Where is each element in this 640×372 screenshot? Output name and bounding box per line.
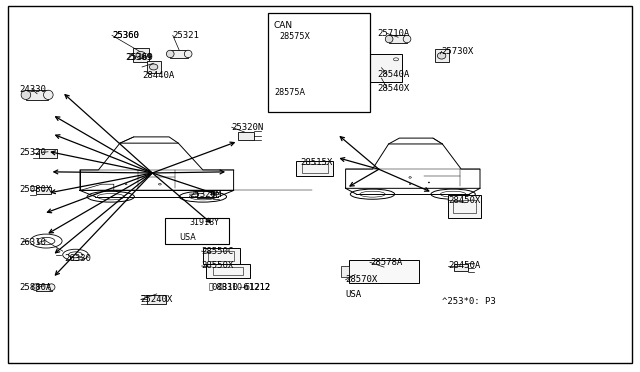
Bar	[349, 260, 419, 283]
Ellipse shape	[48, 284, 55, 291]
Bar	[239, 132, 255, 140]
Text: 25710A: 25710A	[378, 29, 410, 38]
Bar	[454, 264, 468, 271]
Bar	[361, 54, 403, 81]
Text: 28550C: 28550C	[202, 247, 234, 256]
Text: 25320N: 25320N	[232, 123, 264, 132]
Text: USA: USA	[346, 290, 362, 299]
Bar	[26, 90, 49, 99]
Ellipse shape	[166, 50, 174, 58]
Text: 28450A: 28450A	[448, 262, 480, 270]
Text: 28540X: 28540X	[378, 84, 410, 93]
Bar	[206, 264, 250, 278]
Bar	[147, 295, 166, 304]
Text: 08310-61212: 08310-61212	[211, 283, 270, 292]
Ellipse shape	[184, 50, 192, 58]
Text: 28575X: 28575X	[279, 32, 310, 41]
Text: 25369: 25369	[125, 53, 152, 62]
Bar	[36, 284, 52, 291]
Bar	[453, 199, 476, 214]
Text: 25320: 25320	[19, 148, 46, 157]
Text: 25730X: 25730X	[442, 47, 474, 56]
Bar	[165, 218, 229, 244]
Bar	[39, 149, 57, 158]
Bar	[147, 61, 161, 73]
Bar	[351, 58, 361, 77]
Text: 25880A: 25880A	[19, 283, 51, 292]
Ellipse shape	[136, 51, 146, 58]
Bar	[302, 164, 328, 173]
Text: 25240X: 25240X	[141, 295, 173, 304]
Text: 25369: 25369	[126, 53, 153, 62]
Bar	[341, 266, 349, 277]
Text: 28570X: 28570X	[346, 275, 378, 284]
Bar	[316, 41, 340, 56]
Text: ^253*0: P3: ^253*0: P3	[442, 297, 495, 306]
Bar	[435, 49, 449, 62]
Bar	[172, 225, 184, 231]
Text: 25080X: 25080X	[19, 185, 51, 194]
Ellipse shape	[44, 90, 53, 99]
Text: 26310: 26310	[19, 238, 46, 247]
Text: 08310-61212: 08310-61212	[218, 283, 271, 292]
Bar	[170, 50, 188, 58]
Ellipse shape	[385, 35, 393, 43]
Ellipse shape	[437, 52, 446, 59]
Text: 28440A: 28440A	[142, 71, 174, 80]
Bar	[36, 186, 51, 194]
Text: 25321: 25321	[173, 31, 200, 40]
Text: 28575A: 28575A	[274, 88, 305, 97]
Text: 28450X: 28450X	[448, 196, 480, 205]
Text: 28550X: 28550X	[202, 262, 234, 270]
Text: 28540A: 28540A	[378, 70, 410, 79]
Text: Ⓢ: Ⓢ	[209, 283, 213, 292]
Bar	[311, 32, 346, 60]
Bar	[296, 161, 333, 176]
Text: 25360: 25360	[112, 31, 139, 40]
Text: USA: USA	[179, 233, 196, 242]
Text: 31918Y: 31918Y	[189, 218, 220, 227]
Bar	[209, 251, 234, 261]
Text: 28578A: 28578A	[370, 258, 402, 267]
Text: 25320M: 25320M	[189, 190, 221, 199]
Bar	[448, 195, 481, 218]
Bar	[133, 48, 148, 62]
Bar	[268, 13, 370, 112]
Ellipse shape	[32, 284, 39, 291]
Bar	[212, 267, 243, 275]
Text: 24330: 24330	[19, 85, 46, 94]
Ellipse shape	[21, 90, 31, 99]
Text: 28515X: 28515X	[301, 158, 333, 167]
Bar	[197, 190, 212, 198]
Ellipse shape	[149, 64, 158, 70]
Bar	[203, 248, 240, 264]
Text: 26330: 26330	[64, 254, 91, 263]
Bar	[389, 35, 407, 43]
Ellipse shape	[403, 35, 411, 43]
Text: 25360: 25360	[112, 31, 139, 40]
Text: CAN: CAN	[274, 21, 293, 30]
